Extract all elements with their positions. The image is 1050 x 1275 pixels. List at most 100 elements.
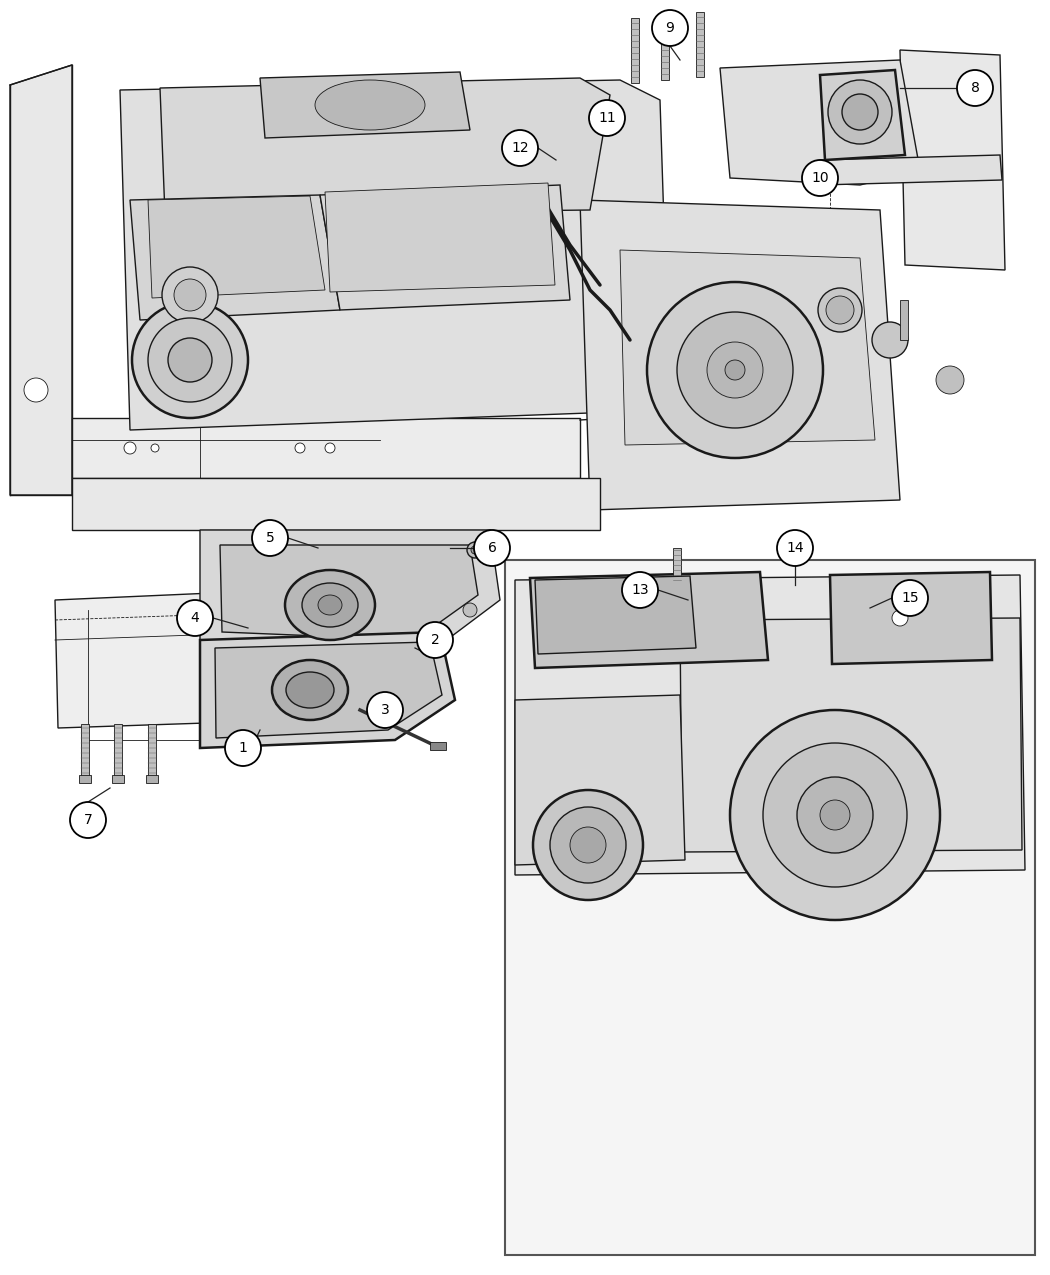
Polygon shape — [72, 478, 600, 530]
Circle shape — [777, 530, 813, 566]
Bar — [673, 548, 681, 588]
Ellipse shape — [318, 595, 342, 615]
Circle shape — [826, 296, 854, 324]
Bar — [146, 775, 158, 783]
Polygon shape — [10, 65, 72, 495]
Polygon shape — [530, 572, 768, 668]
Polygon shape — [820, 70, 905, 159]
Text: 13: 13 — [631, 583, 649, 597]
Polygon shape — [72, 418, 580, 478]
Circle shape — [892, 580, 928, 616]
Circle shape — [550, 807, 626, 884]
Bar — [81, 724, 89, 779]
Text: 12: 12 — [511, 142, 529, 156]
Polygon shape — [720, 60, 920, 185]
Circle shape — [936, 366, 964, 394]
Circle shape — [797, 776, 873, 853]
Text: 5: 5 — [266, 530, 274, 544]
Polygon shape — [215, 643, 442, 738]
Circle shape — [24, 377, 48, 402]
Circle shape — [471, 546, 479, 555]
Bar — [148, 724, 156, 779]
Circle shape — [417, 622, 453, 658]
Circle shape — [168, 338, 212, 382]
Polygon shape — [820, 156, 1002, 185]
Polygon shape — [130, 195, 340, 320]
Ellipse shape — [842, 94, 878, 130]
Polygon shape — [200, 632, 455, 748]
Polygon shape — [620, 250, 875, 445]
Polygon shape — [55, 590, 295, 728]
Circle shape — [326, 442, 335, 453]
Polygon shape — [900, 50, 1005, 270]
Polygon shape — [200, 530, 500, 660]
Circle shape — [474, 530, 510, 566]
Circle shape — [70, 802, 106, 838]
Circle shape — [622, 572, 658, 608]
Ellipse shape — [286, 672, 334, 708]
Polygon shape — [320, 185, 570, 310]
Text: 4: 4 — [191, 611, 200, 625]
Bar — [900, 300, 908, 340]
Polygon shape — [580, 200, 900, 510]
Bar — [112, 775, 124, 783]
Circle shape — [368, 692, 403, 728]
Text: 9: 9 — [666, 20, 674, 34]
Circle shape — [820, 799, 851, 830]
Circle shape — [724, 360, 746, 380]
Text: 10: 10 — [812, 171, 828, 185]
Text: 1: 1 — [238, 741, 248, 755]
Circle shape — [802, 159, 838, 196]
Text: 3: 3 — [380, 703, 390, 717]
Ellipse shape — [272, 660, 348, 720]
Circle shape — [818, 288, 862, 332]
Text: 14: 14 — [786, 541, 804, 555]
Circle shape — [570, 827, 606, 863]
Circle shape — [892, 609, 908, 626]
Bar — [662, 15, 669, 80]
Polygon shape — [160, 78, 610, 215]
Circle shape — [730, 710, 940, 921]
Polygon shape — [514, 695, 685, 864]
Ellipse shape — [302, 583, 358, 627]
Bar — [79, 775, 91, 783]
Text: 11: 11 — [598, 111, 616, 125]
Polygon shape — [148, 196, 326, 298]
Circle shape — [533, 790, 643, 900]
Circle shape — [162, 266, 218, 323]
Circle shape — [589, 99, 625, 136]
Circle shape — [872, 323, 908, 358]
Polygon shape — [514, 575, 1025, 875]
Circle shape — [502, 130, 538, 166]
Text: 7: 7 — [84, 813, 92, 827]
Circle shape — [148, 317, 232, 402]
Circle shape — [132, 302, 248, 418]
Circle shape — [957, 70, 993, 106]
Ellipse shape — [315, 80, 425, 130]
Circle shape — [177, 601, 213, 636]
Polygon shape — [220, 544, 478, 640]
Circle shape — [174, 279, 206, 311]
Circle shape — [647, 282, 823, 458]
Circle shape — [763, 743, 907, 887]
Circle shape — [252, 520, 288, 556]
Polygon shape — [830, 572, 992, 664]
Circle shape — [652, 10, 688, 46]
Circle shape — [295, 442, 304, 453]
Circle shape — [467, 542, 483, 558]
Bar — [631, 18, 639, 83]
Circle shape — [225, 731, 261, 766]
Circle shape — [707, 342, 763, 398]
Circle shape — [677, 312, 793, 428]
Text: 15: 15 — [901, 592, 919, 606]
Polygon shape — [120, 80, 670, 430]
Bar — [430, 742, 446, 750]
Polygon shape — [680, 618, 1022, 852]
Circle shape — [151, 444, 159, 453]
Ellipse shape — [285, 570, 375, 640]
Polygon shape — [326, 184, 555, 292]
Bar — [505, 560, 1035, 1255]
Bar — [696, 11, 704, 76]
Ellipse shape — [828, 80, 892, 144]
Circle shape — [124, 442, 136, 454]
